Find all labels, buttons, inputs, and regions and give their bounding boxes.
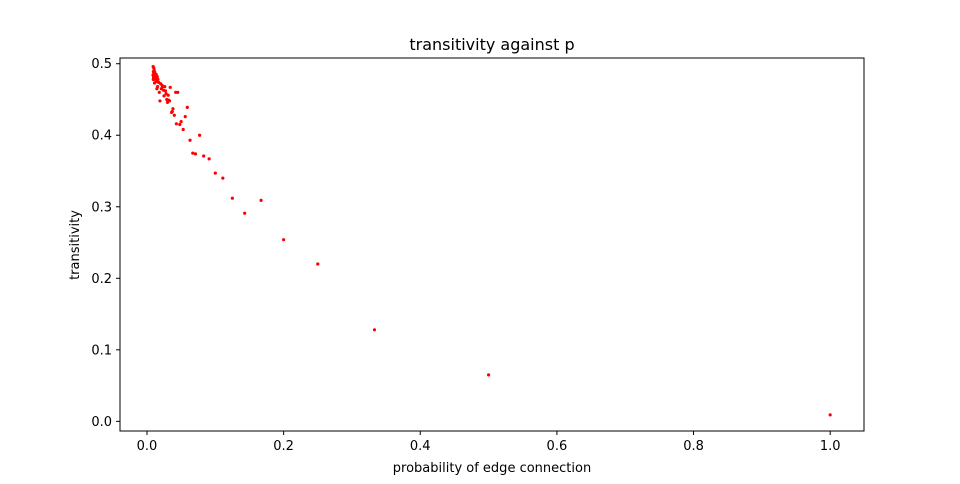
x-tick-label: 0.2 — [273, 439, 294, 454]
x-tick-label: 1.0 — [820, 439, 841, 454]
data-point — [259, 198, 263, 202]
data-point — [164, 92, 168, 96]
data-points — [151, 64, 832, 417]
data-point — [157, 80, 161, 84]
data-point — [165, 97, 169, 102]
data-point — [152, 81, 157, 85]
data-point — [213, 171, 217, 175]
data-point — [174, 90, 178, 94]
data-point — [188, 138, 192, 142]
x-tick-label: 0.6 — [547, 439, 568, 454]
x-tick-label: 0.0 — [137, 439, 158, 454]
y-tick-label: 0.0 — [91, 415, 112, 430]
data-point — [158, 99, 162, 103]
data-point — [151, 69, 156, 74]
y-tick-label: 0.5 — [91, 57, 112, 72]
data-point — [178, 122, 182, 127]
data-point — [828, 413, 832, 417]
data-point — [174, 122, 178, 126]
data-point — [155, 87, 159, 91]
data-point — [230, 196, 234, 200]
x-tick-label: 0.8 — [683, 439, 704, 454]
data-point — [162, 94, 166, 98]
data-point — [202, 154, 206, 158]
data-point — [282, 238, 286, 242]
x-axis-label: probability of edge connection — [393, 461, 591, 476]
data-point — [243, 211, 247, 215]
x-axis-ticks: 0.0 0.2 0.4 0.6 0.8 1.0 — [137, 431, 841, 454]
y-tick-label: 0.4 — [91, 129, 112, 144]
y-axis-ticks: 0.0 0.1 0.2 0.3 0.4 0.5 — [91, 57, 120, 430]
data-point — [197, 133, 202, 137]
y-axis-label: transitivity — [68, 210, 83, 280]
data-point — [185, 105, 189, 109]
chart-title: transitivity against p — [409, 35, 574, 54]
data-point — [171, 107, 175, 111]
data-point — [172, 113, 176, 117]
y-tick-label: 0.3 — [91, 200, 112, 215]
data-point — [207, 157, 211, 161]
data-point — [191, 151, 195, 155]
data-point — [159, 87, 163, 91]
data-point — [151, 64, 155, 69]
data-point — [372, 328, 377, 332]
y-tick-label: 0.1 — [91, 343, 112, 358]
plot-area-frame — [119, 57, 865, 432]
data-point — [165, 100, 170, 104]
data-point — [221, 176, 225, 180]
data-point — [168, 85, 172, 89]
data-point — [151, 77, 155, 82]
data-point — [181, 127, 185, 132]
data-point — [316, 262, 320, 266]
data-point — [157, 90, 161, 94]
data-point — [169, 110, 174, 114]
data-point — [486, 373, 491, 377]
data-point — [151, 73, 155, 77]
data-point — [179, 120, 183, 124]
data-point — [193, 152, 198, 156]
x-tick-label: 0.4 — [410, 439, 431, 454]
data-point — [183, 115, 187, 119]
y-tick-label: 0.2 — [91, 272, 112, 287]
